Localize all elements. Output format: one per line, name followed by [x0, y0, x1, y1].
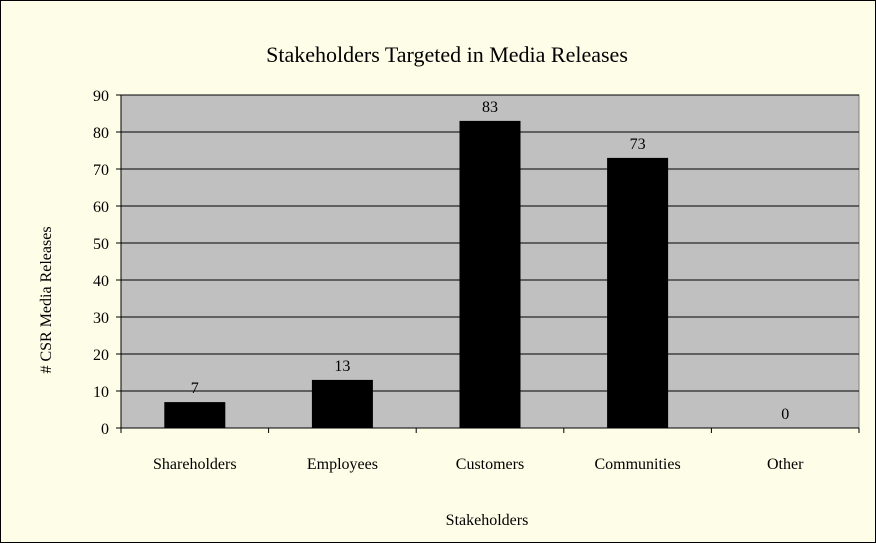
x-tick-label: Other [767, 456, 804, 473]
x-axis: Shareholders Employees Customers Communitie… [120, 427, 860, 473]
x-axis-title: Stakeholders [446, 512, 529, 529]
y-tick-label: 50 [93, 236, 109, 253]
y-tick-label: 60 [93, 199, 109, 216]
chart-title: Stakeholders Targeted in Media Releases [266, 42, 628, 67]
bars: 7 13 83 73 0 [164, 99, 789, 429]
x-tick-label: Shareholders [153, 456, 237, 473]
y-axis-title: # CSR Media Releases [38, 226, 55, 373]
x-tick-label: Employees [307, 456, 378, 473]
bar-employees [311, 379, 373, 428]
y-tick-label: 80 [93, 125, 109, 142]
bar-shareholders [164, 402, 226, 428]
data-label: 83 [482, 99, 498, 116]
data-label: 7 [191, 380, 199, 397]
bar-communities [607, 157, 669, 428]
data-label: 13 [334, 358, 350, 375]
y-tick-label: 10 [93, 384, 109, 401]
bar-customers [459, 120, 521, 429]
y-axis: 0 10 20 30 40 50 60 70 80 90 [93, 88, 122, 438]
data-label: 73 [630, 136, 646, 153]
y-tick-label: 90 [93, 88, 109, 105]
x-tick-label: Communities [594, 456, 680, 473]
y-tick-label: 20 [93, 347, 109, 364]
y-tick-label: 30 [93, 310, 109, 327]
y-tick-label: 40 [93, 273, 109, 290]
x-tick-label: Customers [456, 456, 524, 473]
y-tick-label: 70 [93, 162, 109, 179]
y-tick-label: 0 [101, 421, 109, 438]
data-label: 0 [781, 406, 789, 423]
